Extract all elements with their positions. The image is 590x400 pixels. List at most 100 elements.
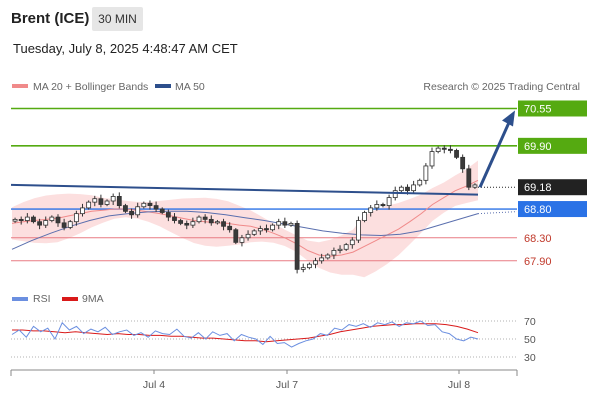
candle-body-57	[362, 212, 367, 221]
candle-body-31	[202, 216, 208, 220]
candle-body-54	[343, 244, 349, 250]
ma50-legend-swatch	[155, 84, 171, 88]
candle-body-49	[313, 260, 318, 265]
bollinger-band-area	[12, 160, 478, 278]
resistance-tag-0	[518, 100, 587, 117]
candle-body-47	[300, 267, 306, 270]
candle-body-61	[386, 197, 392, 207]
candle-body-20	[135, 206, 141, 216]
candle-body-17	[116, 196, 122, 207]
candle-body-18	[123, 205, 128, 212]
ma20-legend-label: MA 20 + Bollinger Bands	[33, 81, 148, 93]
candle-body-35	[227, 225, 233, 231]
candle-body-66	[417, 179, 423, 186]
candle-body-60	[380, 204, 386, 207]
rsi-panel: 70 50 30	[11, 316, 536, 364]
candle-body-30	[196, 216, 202, 223]
candle-body-71	[448, 148, 453, 151]
candle-body-14	[98, 198, 104, 205]
ma50-legend-label: MA 50	[175, 81, 205, 93]
rsi-legend-label: RSI	[33, 293, 51, 305]
candle-body-12	[86, 201, 92, 209]
candle-body-43	[276, 221, 282, 226]
candle-body-13	[92, 198, 98, 203]
candle-body-5	[43, 220, 49, 226]
trendline	[10, 183, 479, 196]
current-price-tag	[518, 179, 587, 196]
candle-body-1	[18, 218, 24, 221]
candle-body-45	[288, 223, 294, 226]
candle-body-16	[110, 196, 116, 202]
candle-body-65	[411, 184, 417, 192]
x-axis-label-0: Jul 4	[143, 379, 165, 391]
candle-body-51	[325, 254, 331, 259]
resistance-tag-label-1: 69.90	[524, 141, 552, 153]
x-axis-label-1: Jul 7	[276, 379, 298, 391]
candle-body-15	[104, 200, 110, 205]
candle-body-7	[55, 216, 61, 224]
candle-body-48	[306, 263, 312, 269]
candle-body-56	[356, 220, 361, 241]
candle-body-73	[460, 156, 466, 170]
support-tag-label-4: 68.30	[524, 233, 552, 245]
candle-body-67	[423, 165, 429, 181]
projection-arrow-shaft	[478, 121, 511, 188]
candle-body-58	[368, 207, 374, 213]
ma20-legend-swatch	[12, 84, 28, 88]
ma9-legend-label: 9MA	[82, 293, 104, 305]
candle-body-59	[374, 204, 380, 209]
candlesticks	[12, 145, 478, 274]
level-tags: 70.55 69.90 69.18 68.80 68.30 67.90	[518, 100, 587, 268]
candle-body-41	[264, 228, 269, 231]
projection-arrow-head	[502, 110, 515, 127]
candle-body-70	[441, 147, 447, 150]
candle-body-3	[31, 216, 36, 223]
candle-body-42	[270, 224, 275, 231]
trend-overlay	[10, 110, 515, 196]
candle-body-46	[294, 223, 300, 270]
candle-body-32	[208, 218, 214, 224]
chart-header: Brent (ICE) 30 MIN	[0, 0, 590, 36]
timeframe-button[interactable]: 30 MIN	[92, 7, 143, 31]
candle-body-22	[147, 202, 153, 207]
price-levels	[11, 107, 517, 262]
rsi-tick-label-0: 70	[524, 316, 536, 328]
candle-body-36	[233, 229, 239, 243]
candle-body-10	[73, 213, 79, 223]
candle-body-52	[331, 250, 337, 256]
rsi-ma9-line	[12, 323, 479, 343]
candle-body-8	[61, 222, 67, 228]
rsi-tick-label-2: 30	[524, 352, 536, 364]
candle-body-9	[67, 221, 73, 228]
pivot-tag	[518, 201, 587, 218]
copyright-label: Research © 2025 Trading Central	[423, 81, 580, 93]
ma50-line	[11, 210, 479, 250]
candle-body-53	[337, 248, 343, 251]
candle-body-40	[257, 228, 263, 232]
candle-body-38	[245, 233, 251, 239]
candle-body-44	[282, 221, 288, 226]
x-axis-label-2: Jul 8	[448, 379, 470, 391]
rsi-tick-label-1: 50	[524, 334, 536, 346]
candle-body-55	[349, 239, 355, 246]
candle-body-39	[251, 230, 257, 235]
rsi-line	[11, 320, 479, 348]
moving-averages	[11, 179, 518, 257]
candle-body-72	[454, 150, 459, 158]
candle-body-27	[178, 220, 184, 224]
bollinger-bands	[12, 160, 478, 278]
pivot-tag-label: 68.80	[524, 204, 552, 216]
candle-body-64	[405, 186, 410, 192]
instrument-title: Brent (ICE)	[11, 10, 90, 27]
candle-body-26	[172, 216, 177, 221]
candle-body-68	[429, 151, 435, 167]
candle-body-69	[435, 147, 441, 152]
ma9-legend-swatch	[62, 297, 78, 301]
current-price-tag-label: 69.18	[524, 182, 552, 194]
candle-body-29	[190, 221, 196, 226]
candle-body-21	[141, 202, 147, 208]
candle-body-24	[159, 208, 165, 213]
candle-body-28	[184, 223, 190, 226]
candle-body-62	[392, 190, 398, 198]
